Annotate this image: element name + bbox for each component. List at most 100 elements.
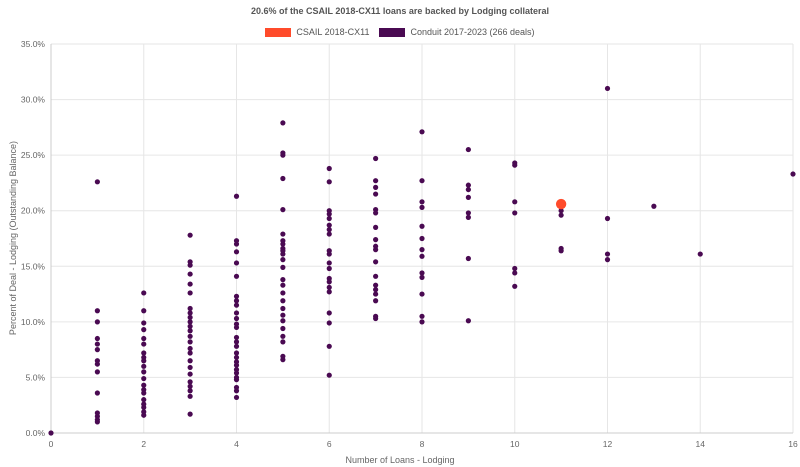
conduit-point <box>373 247 379 253</box>
conduit-point <box>373 259 379 265</box>
conduit-point <box>419 235 425 242</box>
conduit-point <box>141 369 147 375</box>
y-tick-label: 5.0% <box>26 372 46 382</box>
conduit-point <box>326 251 332 257</box>
conduit-point <box>233 388 240 394</box>
conduit-point <box>373 155 379 162</box>
conduit-point <box>187 350 193 356</box>
conduit-point <box>94 341 100 347</box>
conduit-point <box>187 323 193 329</box>
conduit-point <box>280 318 286 324</box>
conduit-point <box>373 237 379 243</box>
conduit-point <box>94 369 100 375</box>
conduit-point <box>187 345 193 352</box>
conduit-point <box>187 383 193 389</box>
conduit-point <box>558 208 564 214</box>
conduit-point <box>94 390 100 396</box>
conduit-point <box>326 265 332 272</box>
conduit-point <box>280 277 286 283</box>
conduit-point <box>187 271 193 277</box>
conduit-point <box>187 393 193 399</box>
conduit-point <box>233 343 240 349</box>
conduit-point <box>141 390 147 396</box>
conduit-point <box>651 203 657 209</box>
conduit-point <box>141 327 147 333</box>
conduit-point <box>280 152 286 158</box>
conduit-point <box>280 357 286 363</box>
conduit-point <box>141 363 147 369</box>
conduit-point <box>373 315 379 322</box>
conduit-point <box>604 215 611 222</box>
conduit-point <box>233 193 240 199</box>
conduit-point <box>465 318 471 324</box>
conduit-point <box>373 210 379 216</box>
conduit-point <box>512 270 518 276</box>
legend-item-conduit[interactable]: Conduit 2017-2023 (266 deals) <box>379 27 535 37</box>
conduit-point <box>373 178 379 184</box>
conduit-point <box>373 191 379 197</box>
conduit-point <box>326 222 332 228</box>
y-tick-label: 0.0% <box>26 428 46 438</box>
conduit-point <box>373 224 379 230</box>
conduit-point <box>558 212 564 218</box>
y-tick-label: 15.0% <box>21 261 46 271</box>
conduit-point <box>141 397 147 403</box>
conduit-point <box>604 85 611 92</box>
conduit-point <box>187 358 193 364</box>
conduit-point <box>419 204 425 210</box>
conduit-point <box>419 247 425 253</box>
conduit-point <box>419 223 425 229</box>
conduit-point <box>187 262 193 268</box>
conduit-point <box>280 290 286 296</box>
x-tick-label: 2 <box>141 439 146 449</box>
conduit-point <box>326 227 332 233</box>
conduit-point <box>141 341 147 347</box>
conduit-point <box>326 231 332 237</box>
legend-item-csail[interactable]: CSAIL 2018-CX11 <box>265 27 369 37</box>
x-tick-label: 4 <box>234 439 239 449</box>
conduit-point <box>419 270 425 276</box>
conduit-point <box>233 339 240 345</box>
y-tick-label: 10.0% <box>21 317 46 327</box>
conduit-point <box>141 350 147 356</box>
chart-title: 20.6% of the CSAIL 2018-CX11 loans are b… <box>251 6 549 16</box>
conduit-point <box>187 305 193 312</box>
conduit-point <box>141 404 147 411</box>
conduit-point <box>233 394 240 401</box>
conduit-point <box>280 241 286 247</box>
conduit-point <box>326 284 332 291</box>
conduit-point <box>187 333 193 339</box>
x-tick-label: 8 <box>420 439 425 449</box>
conduit-point <box>187 290 193 296</box>
conduit-point <box>465 255 471 262</box>
conduit-point <box>233 302 240 308</box>
x-tick-label: 12 <box>603 439 613 449</box>
conduit-point <box>373 184 379 190</box>
legend-swatch-conduit <box>379 27 406 37</box>
conduit-point <box>187 388 193 394</box>
conduit-point <box>465 214 471 220</box>
conduit-point <box>326 320 332 326</box>
conduit-point <box>280 312 286 318</box>
conduit-point <box>326 310 332 316</box>
conduit-point <box>326 179 332 185</box>
conduit-point <box>326 215 332 222</box>
conduit-point <box>280 305 286 312</box>
conduit-point <box>94 179 100 185</box>
conduit-point <box>141 358 147 364</box>
conduit-point <box>326 279 332 285</box>
conduit-point <box>187 319 193 325</box>
conduit-point <box>233 350 240 356</box>
conduit-point <box>233 249 240 255</box>
conduit-point <box>141 290 147 296</box>
conduit-point <box>419 199 425 205</box>
conduit-point <box>326 260 332 266</box>
conduit-point <box>465 194 471 200</box>
conduit-point <box>233 370 240 376</box>
conduit-point <box>280 257 286 263</box>
conduit-point <box>187 364 193 371</box>
conduit-point <box>465 182 471 188</box>
legend-swatch-csail <box>265 27 292 37</box>
